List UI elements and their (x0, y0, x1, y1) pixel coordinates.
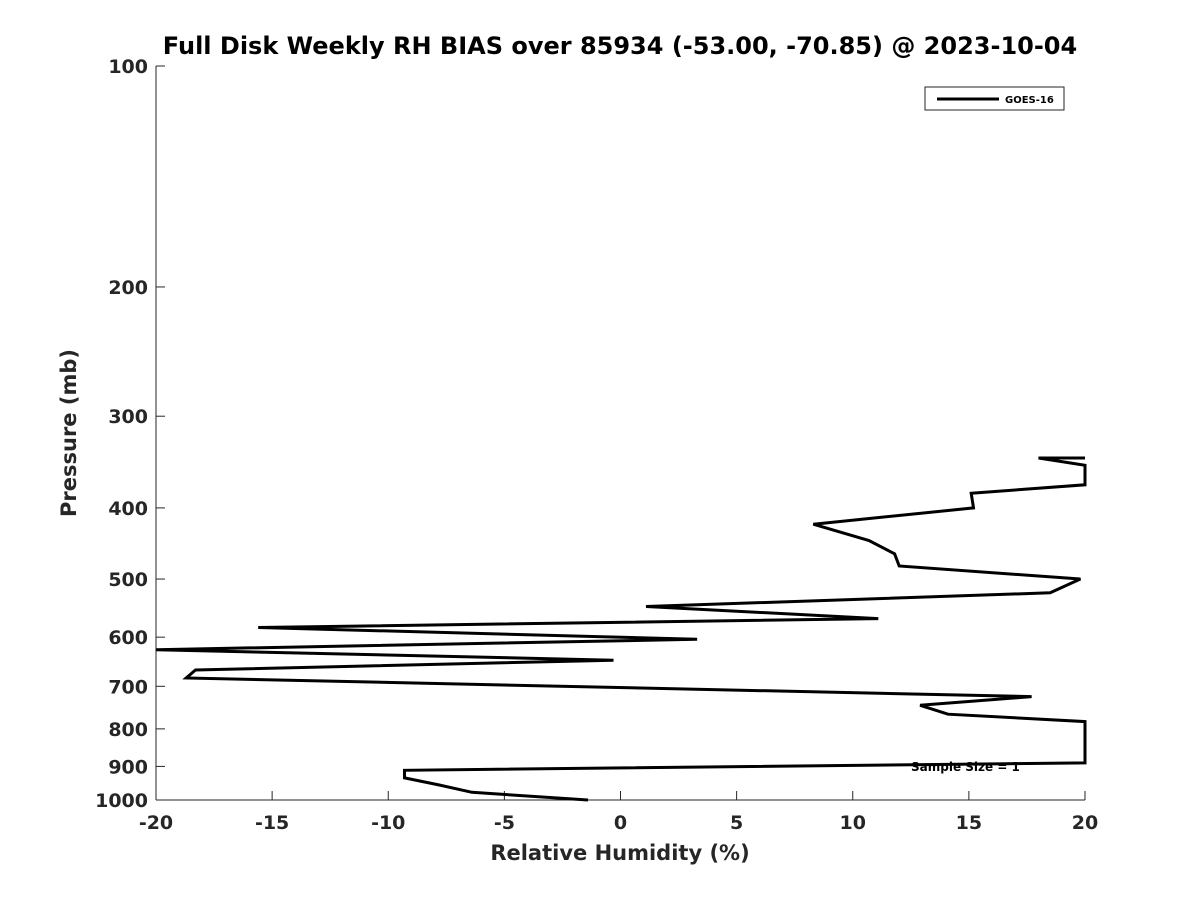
x-tick-label: -10 (371, 812, 405, 834)
y-axis-label: Pressure (mb) (57, 349, 81, 517)
y-tick-label: 900 (108, 756, 148, 778)
y-tick-label: 600 (108, 627, 148, 649)
x-tick-label: 0 (614, 812, 627, 834)
x-axis-label: Relative Humidity (%) (490, 841, 749, 865)
x-tick-label: -20 (139, 812, 173, 834)
y-tick-label: 1000 (95, 790, 148, 812)
y-tick-label: 500 (108, 569, 148, 591)
sample-size-annotation: Sample Size = 1 (911, 760, 1020, 774)
legend: GOES-16 (924, 86, 1065, 111)
y-axis-ticks: 100 200 300 400 500 600 700 800 900 1000 (95, 56, 165, 812)
y-tick-label: 100 (108, 56, 148, 78)
x-tick-label: -15 (255, 812, 289, 834)
x-tick-label: 5 (730, 812, 743, 834)
x-tick-label: 20 (1072, 812, 1098, 834)
y-tick-label: 300 (108, 406, 148, 428)
plot-area: -20 -15 -10 -5 0 5 10 15 20 100 200 300 400 500 600 70… (95, 56, 1098, 834)
y-tick-label: 800 (108, 719, 148, 741)
x-tick-label: 10 (840, 812, 866, 834)
y-tick-label: 400 (108, 498, 148, 520)
x-tick-label: 15 (956, 812, 982, 834)
chart-title: Full Disk Weekly RH BIAS over 85934 (-53… (163, 32, 1077, 60)
y-tick-label: 200 (108, 277, 148, 299)
series-layer (155, 456, 1087, 802)
y-tick-label: 700 (108, 676, 148, 698)
legend-label-goes-16: GOES-16 (1005, 95, 1054, 106)
series-line-goes-16 (155, 456, 1087, 802)
x-axis-ticks: -20 -15 -10 -5 0 5 10 15 20 (139, 791, 1098, 834)
x-tick-label: -5 (494, 812, 515, 834)
